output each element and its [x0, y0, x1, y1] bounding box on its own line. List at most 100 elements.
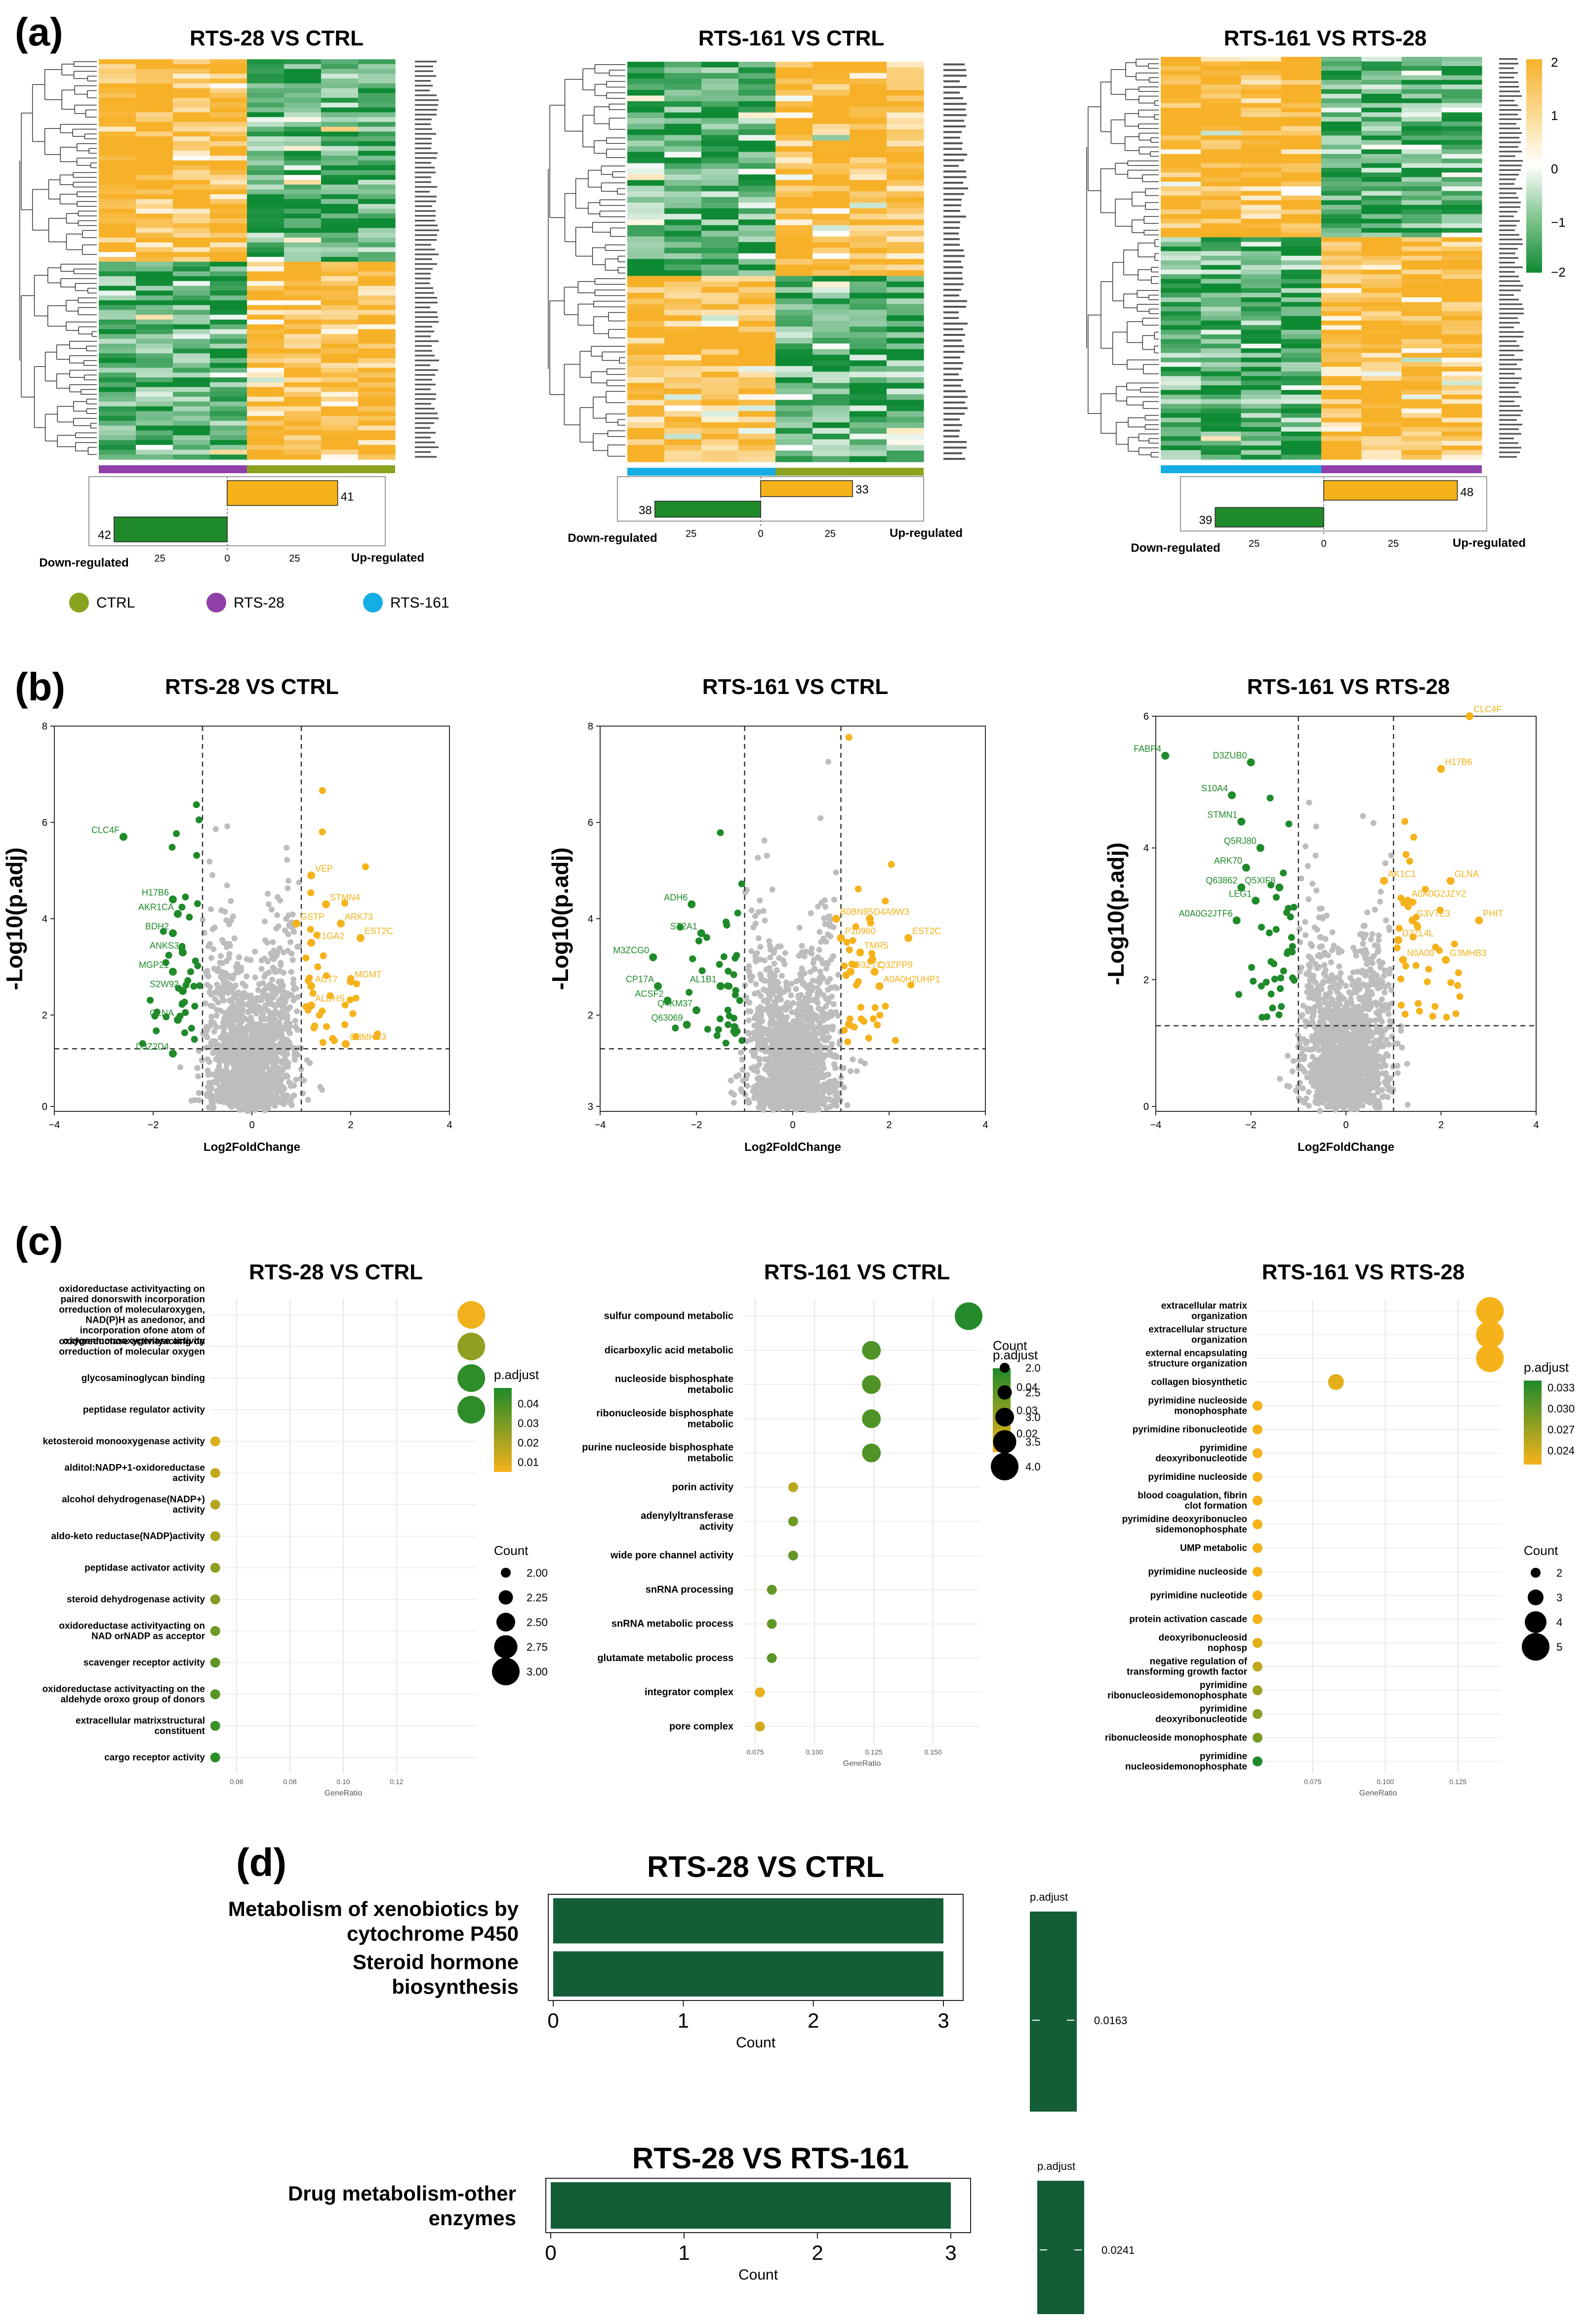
gene-label-mark: [1499, 350, 1523, 352]
heatmap-cell: [1321, 117, 1362, 122]
heatmap-cell: [173, 430, 210, 436]
heatmap-cell: [775, 371, 813, 378]
heatmap-cell: [358, 266, 396, 272]
gene-label-mark: [1499, 72, 1518, 74]
heatmap-cell: [99, 276, 136, 282]
heatmap-cell: [321, 238, 359, 243]
heatmap-cell: [1441, 126, 1482, 131]
gene-label-mark: [415, 306, 430, 308]
heatmap-cell: [358, 175, 396, 180]
heatmap-cell: [1321, 311, 1362, 317]
gene-label-mark: [1499, 433, 1521, 435]
heatmap-cell: [1201, 297, 1242, 303]
heatmap-cell: [1401, 122, 1442, 127]
up-regulated-label: Up-regulated: [890, 527, 963, 540]
heatmap-cell: [1321, 75, 1362, 81]
heatmap-cell: [1281, 306, 1322, 312]
heatmap-cell: [99, 445, 136, 450]
heatmap-cell: [738, 355, 776, 361]
heatmap-cell: [813, 349, 850, 355]
gene-label-mark: [943, 412, 965, 415]
heatmap-cell: [887, 197, 924, 203]
gene-label-mark: [1499, 63, 1518, 65]
heatmap-cell: [247, 454, 285, 460]
heatmap-cell: [701, 287, 739, 293]
heatmap-cell: [1161, 269, 1201, 275]
heatmap-cell: [850, 107, 887, 113]
volcano-point-ns: [258, 1085, 264, 1092]
volcano-point-ns: [226, 1086, 232, 1093]
volcano-point-ns: [271, 966, 278, 972]
heatmap-cell: [1241, 408, 1282, 413]
heatmap-cell: [284, 175, 322, 180]
heatmap-cell: [813, 445, 850, 451]
heatmap-cell: [813, 422, 850, 429]
heat-scale-tick: 0: [1551, 162, 1558, 176]
gene-label-mark: [1499, 451, 1520, 453]
volcano-point-ns: [227, 1042, 234, 1048]
gene-label-mark: [943, 418, 960, 421]
heatmap-cell: [1201, 284, 1242, 288]
heatmap-cell: [738, 253, 776, 259]
heatmap-cell: [887, 242, 924, 248]
gene-label-mark: [415, 292, 434, 294]
heatmap-cell: [136, 430, 173, 436]
heatmap-cell: [1241, 163, 1282, 168]
heatmap-cell: [1321, 362, 1362, 367]
heatmap-cell: [627, 123, 665, 130]
heatmap-cell: [321, 175, 359, 180]
heatmap-cell: [321, 122, 359, 127]
volcano-point-ns: [240, 1066, 246, 1072]
heatmap-cell: [247, 281, 285, 286]
heatmap-cell: [284, 247, 322, 252]
volcano-point-ns: [268, 995, 275, 1002]
heatmap-cell: [887, 140, 924, 147]
heatmap-cell: [664, 405, 702, 411]
heatmap-cell: [701, 338, 739, 344]
x-tick-label: −4: [49, 1120, 60, 1131]
heatmap-cell: [321, 285, 359, 291]
heatmap-cell: [1281, 279, 1322, 284]
heatmap-cell: [738, 310, 776, 316]
gene-label-mark: [943, 97, 963, 99]
heatmap-cell: [136, 281, 173, 286]
heatmap-cell: [210, 242, 247, 248]
heatmap-cell: [1321, 177, 1362, 182]
heatmap-cell: [321, 208, 359, 214]
heatmap-cell: [321, 257, 359, 262]
volcano-point-labelled: [357, 934, 365, 942]
heatmap-cell: [1361, 422, 1402, 428]
heatmap-cell: [1321, 441, 1362, 446]
heatmap-cell: [321, 160, 359, 166]
heatmap-cell: [1441, 325, 1482, 330]
heatmap-cell: [850, 298, 887, 305]
heatmap-cell: [1441, 149, 1482, 155]
group-color-bar: [775, 468, 924, 476]
heatmap-cell: [358, 329, 396, 334]
heatmap-cell: [1401, 417, 1442, 423]
heatmap-cell: [1401, 204, 1442, 210]
heatmap-cell: [850, 377, 887, 383]
heatmap-cell: [1361, 380, 1402, 386]
heatmap-cell: [664, 439, 702, 446]
volcano-point-ns: [237, 1106, 243, 1113]
heatmap-cell: [210, 387, 247, 392]
heatmap-cell: [358, 93, 396, 98]
heatmap-cell: [1241, 454, 1282, 460]
heatmap-cell: [1401, 214, 1442, 219]
volcano-point-ns: [221, 985, 228, 991]
heatmap-cell: [1201, 255, 1242, 261]
heatmap-cell: [210, 454, 247, 460]
heatmap-cell: [247, 285, 285, 291]
heatmap-cell: [136, 406, 173, 412]
heatmap-cell: [813, 191, 850, 198]
heatmap-cell: [1441, 191, 1482, 196]
heatmap-cell: [321, 329, 359, 334]
heatmap-cell: [284, 420, 322, 426]
heatmap-cell: [664, 360, 702, 367]
heatmap-cell: [701, 219, 739, 226]
heatmap-cell: [284, 204, 322, 209]
heatmap-cell: [850, 428, 887, 434]
heatmap-cell: [738, 270, 776, 277]
gene-label-mark: [415, 234, 437, 236]
